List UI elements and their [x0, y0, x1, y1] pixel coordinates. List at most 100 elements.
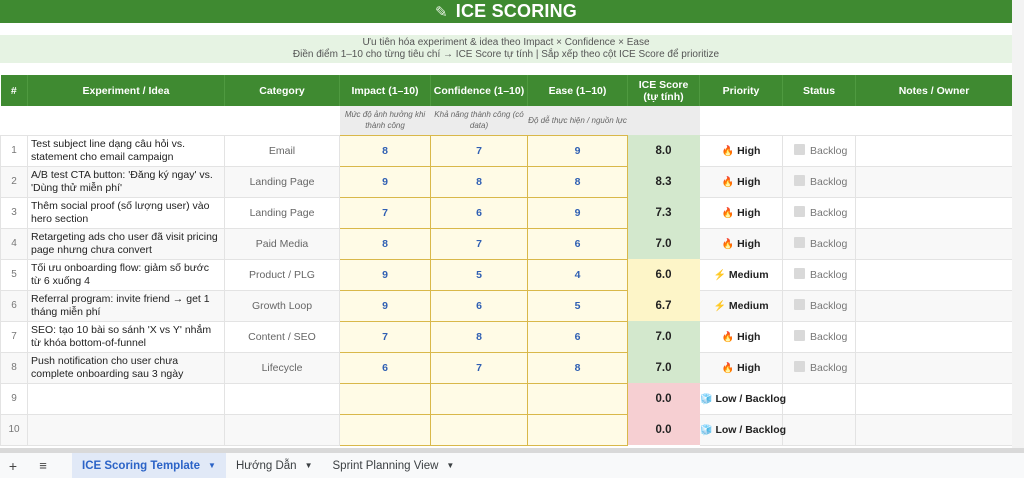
impact-cell[interactable]: 9 [339, 165, 431, 198]
caret-down-icon[interactable]: ▼ [446, 461, 455, 470]
add-sheet-button[interactable]: + [8, 457, 18, 474]
status-cell[interactable]: Backlog [782, 165, 856, 198]
col-header-ice-score[interactable]: ICE Score (tự tính) [627, 75, 700, 106]
sheet-tab-sprint-planning-view[interactable]: Sprint Planning View ▼ [323, 453, 465, 478]
ice-score-cell[interactable]: 8.3 [627, 166, 700, 197]
ice-score-cell[interactable]: 7.3 [627, 197, 700, 228]
confidence-cell[interactable]: 7 [430, 134, 528, 167]
ice-score-cell[interactable]: 7.0 [627, 228, 700, 259]
row-number[interactable]: 5 [0, 258, 28, 291]
ice-score-cell[interactable]: 0.0 [627, 414, 700, 445]
priority-cell[interactable]: 🔥 High [699, 320, 783, 353]
ease-cell[interactable]: 4 [527, 258, 628, 291]
notes-cell[interactable] [855, 165, 1013, 198]
ease-cell[interactable] [527, 382, 628, 415]
confidence-cell[interactable]: 6 [430, 289, 528, 322]
idea-cell[interactable]: A/B test CTA button: 'Đăng ký ngay' vs. … [27, 165, 225, 198]
col-header-priority[interactable]: Priority [699, 75, 783, 106]
status-cell[interactable]: Backlog [782, 227, 856, 260]
idea-cell[interactable] [27, 413, 225, 446]
ease-cell[interactable] [527, 413, 628, 446]
col-header-idea[interactable]: Experiment / Idea [27, 75, 225, 106]
row-number[interactable]: 8 [0, 351, 28, 384]
category-cell[interactable]: Content / SEO [224, 320, 340, 353]
idea-cell[interactable]: SEO: tạo 10 bài so sánh 'X vs Y' nhắm từ… [27, 320, 225, 353]
status-cell[interactable] [782, 382, 856, 415]
notes-cell[interactable] [855, 413, 1013, 446]
notes-cell[interactable] [855, 258, 1013, 291]
status-cell[interactable]: Backlog [782, 351, 856, 384]
category-cell[interactable]: Landing Page [224, 196, 340, 229]
ease-cell[interactable]: 5 [527, 289, 628, 322]
col-header-ease[interactable]: Ease (1–10) [527, 75, 628, 106]
col-header-notes[interactable]: Notes / Owner [855, 75, 1013, 106]
impact-cell[interactable]: 7 [339, 320, 431, 353]
idea-cell[interactable]: Tối ưu onboarding flow: giảm số bước từ … [27, 258, 225, 291]
category-cell[interactable] [224, 382, 340, 415]
status-checkbox[interactable] [794, 268, 805, 279]
impact-cell[interactable]: 9 [339, 258, 431, 291]
status-checkbox[interactable] [794, 361, 805, 372]
impact-cell[interactable] [339, 413, 431, 446]
confidence-cell[interactable] [430, 382, 528, 415]
horizontal-scrollbar[interactable] [0, 448, 1024, 453]
row-number[interactable]: 7 [0, 320, 28, 353]
row-number[interactable]: 2 [0, 165, 28, 198]
priority-cell[interactable]: 🔥 High [699, 351, 783, 384]
row-number[interactable]: 4 [0, 227, 28, 260]
category-cell[interactable]: Landing Page [224, 165, 340, 198]
category-cell[interactable]: Growth Loop [224, 289, 340, 322]
ease-cell[interactable]: 9 [527, 196, 628, 229]
idea-cell[interactable]: Thêm social proof (số lượng user) vào he… [27, 196, 225, 229]
idea-cell[interactable]: Retargeting ads cho user đã visit pricin… [27, 227, 225, 260]
ease-cell[interactable]: 6 [527, 227, 628, 260]
ice-score-cell[interactable]: 7.0 [627, 352, 700, 383]
category-cell[interactable]: Paid Media [224, 227, 340, 260]
ice-score-cell[interactable]: 6.0 [627, 259, 700, 290]
col-header-impact[interactable]: Impact (1–10) [339, 75, 431, 106]
ice-score-cell[interactable]: 6.7 [627, 290, 700, 321]
caret-down-icon[interactable]: ▼ [304, 461, 313, 470]
col-header-status[interactable]: Status [782, 75, 856, 106]
impact-cell[interactable]: 8 [339, 134, 431, 167]
confidence-cell[interactable]: 5 [430, 258, 528, 291]
status-cell[interactable]: Backlog [782, 258, 856, 291]
all-sheets-menu-button[interactable]: ≡ [39, 458, 47, 473]
priority-cell[interactable]: ⚡ Medium [699, 289, 783, 322]
status-cell[interactable] [782, 413, 856, 446]
priority-cell[interactable]: ⚡ Medium [699, 258, 783, 291]
idea-cell[interactable]: Test subject line dạng câu hỏi vs. state… [27, 134, 225, 167]
confidence-cell[interactable]: 6 [430, 196, 528, 229]
sheet-grid[interactable]: ✎ ICE SCORING Ưu tiên hóa experiment & i… [0, 0, 1024, 448]
row-number[interactable]: 6 [0, 289, 28, 322]
impact-cell[interactable]: 8 [339, 227, 431, 260]
priority-cell[interactable]: 🔥 High [699, 227, 783, 260]
col-header-confidence[interactable]: Confidence (1–10) [430, 75, 528, 106]
impact-cell[interactable]: 6 [339, 351, 431, 384]
confidence-cell[interactable]: 8 [430, 165, 528, 198]
sheet-tab-huong-dan[interactable]: Hướng Dẫn ▼ [226, 453, 323, 478]
confidence-cell[interactable]: 8 [430, 320, 528, 353]
status-checkbox[interactable] [794, 175, 805, 186]
notes-cell[interactable] [855, 351, 1013, 384]
status-checkbox[interactable] [794, 330, 805, 341]
ice-score-cell[interactable]: 0.0 [627, 383, 700, 414]
idea-cell[interactable] [27, 382, 225, 415]
notes-cell[interactable] [855, 320, 1013, 353]
idea-cell[interactable]: Referral program: invite friend → get 1 … [27, 289, 225, 322]
notes-cell[interactable] [855, 227, 1013, 260]
category-cell[interactable] [224, 413, 340, 446]
ease-cell[interactable]: 6 [527, 320, 628, 353]
notes-cell[interactable] [855, 196, 1013, 229]
row-number[interactable]: 9 [0, 382, 28, 415]
ease-cell[interactable]: 9 [527, 134, 628, 167]
col-header-num[interactable]: # [0, 75, 28, 106]
status-cell[interactable]: Backlog [782, 320, 856, 353]
priority-cell[interactable]: 🧊 Low / Backlog [699, 382, 786, 415]
confidence-cell[interactable]: 7 [430, 351, 528, 384]
category-cell[interactable]: Lifecycle [224, 351, 340, 384]
status-checkbox[interactable] [794, 299, 805, 310]
row-number[interactable]: 1 [0, 134, 28, 167]
status-checkbox[interactable] [794, 206, 805, 217]
notes-cell[interactable] [855, 382, 1013, 415]
